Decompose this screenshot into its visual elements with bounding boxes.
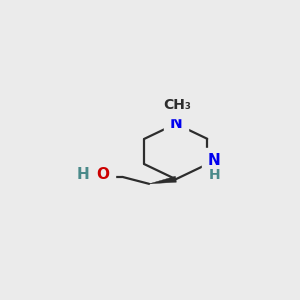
Text: N: N [169, 116, 182, 131]
Text: N: N [208, 153, 220, 168]
Text: CH₃: CH₃ [163, 98, 191, 112]
Text: O: O [96, 167, 109, 182]
Text: H: H [208, 168, 220, 182]
Polygon shape [149, 176, 176, 184]
Text: H: H [76, 167, 89, 182]
